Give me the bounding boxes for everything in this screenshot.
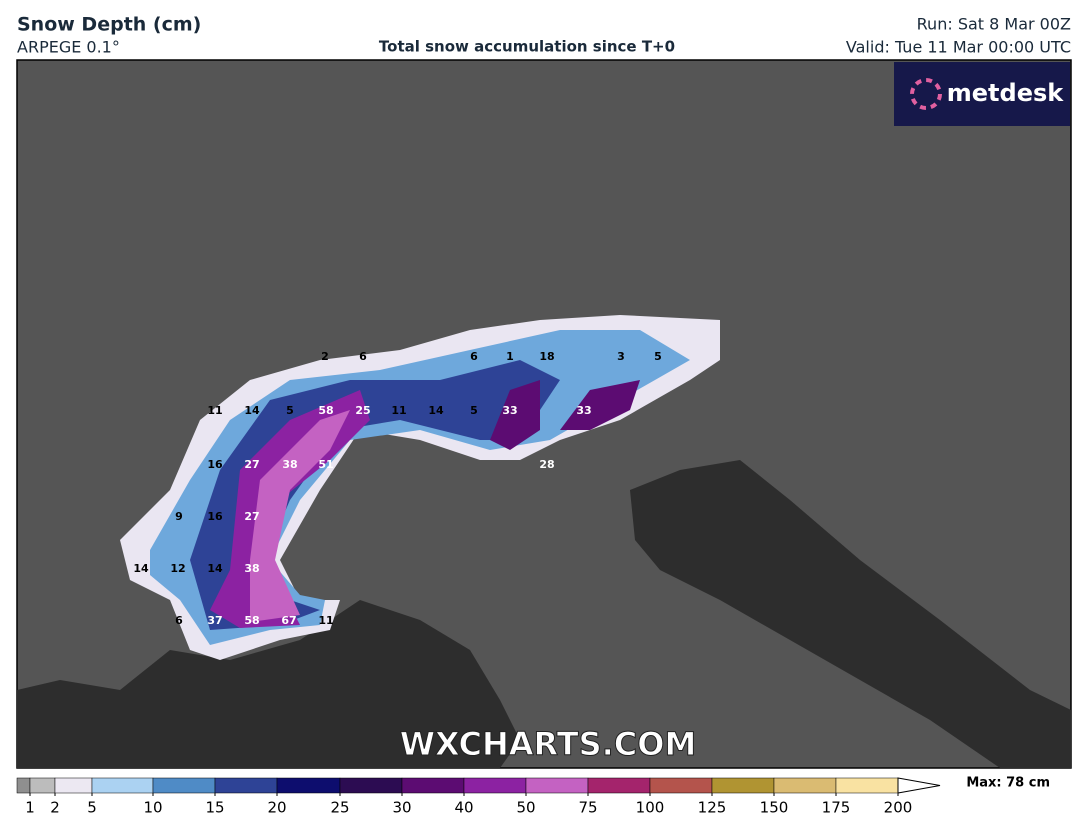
colorbar-label: 10: [143, 799, 162, 817]
colorbar-segment: [214, 777, 278, 794]
colorbar-label: 5: [87, 799, 97, 817]
colorbar-label: 15: [205, 799, 224, 817]
colorbar-label: 175: [822, 799, 851, 817]
map-label: 16: [207, 458, 223, 471]
subtitle: Total snow accumulation since T+0: [379, 38, 675, 56]
colorbar-segment: [649, 777, 713, 794]
map-label: 5: [286, 404, 294, 417]
colorbar-label: 75: [578, 799, 597, 817]
map-label: 1: [506, 350, 514, 363]
map-label: 67: [281, 614, 296, 627]
colorbar-label: 40: [454, 799, 473, 817]
sea: [17, 600, 520, 768]
map-label: 58: [244, 614, 259, 627]
map-label: 18: [539, 350, 554, 363]
colorbar-segment: [339, 777, 403, 794]
map-label: 28: [539, 458, 554, 471]
colorbar-segment: [835, 777, 899, 794]
logo-box: [894, 62, 1070, 126]
map-label: 25: [355, 404, 370, 417]
snow: [490, 380, 640, 450]
model: ARPEGE 0.1°: [17, 38, 120, 57]
title: Snow Depth (cm): [17, 14, 201, 36]
map-label: 14: [133, 562, 149, 575]
colorbar-label: 200: [884, 799, 913, 817]
map-label: 27: [244, 510, 259, 523]
map-label: 6: [175, 614, 183, 627]
map-label: 33: [576, 404, 591, 417]
colorbar-label: 2: [50, 799, 60, 817]
map-label: 11: [207, 404, 222, 417]
colorbar-segment: [525, 777, 589, 794]
colorbar-segment: [773, 777, 837, 794]
colorbar-under: [16, 777, 31, 794]
map-label: 58: [318, 404, 333, 417]
colorbar-segment: [401, 777, 465, 794]
colorbar-label: 125: [698, 799, 727, 817]
map-label: 11: [391, 404, 406, 417]
map-label: 14: [207, 562, 223, 575]
map-label: 2: [321, 350, 329, 363]
logo-icon: [910, 78, 942, 110]
map-label: 5: [654, 350, 662, 363]
map-label: 38: [282, 458, 297, 471]
colorbar-label: 25: [330, 799, 349, 817]
colorbar-label: 30: [392, 799, 411, 817]
colorbar-label: 50: [516, 799, 535, 817]
colorbar-label: 100: [636, 799, 665, 817]
colorbar-over: [897, 777, 941, 794]
colorbar-segment: [463, 777, 527, 794]
watermark: WXCHARTS.COM: [400, 725, 697, 763]
map-label: 12: [170, 562, 185, 575]
map-label: 6: [359, 350, 367, 363]
map-label: 14: [244, 404, 260, 417]
valid: Valid: Tue 11 Mar 00:00 UTC: [846, 38, 1071, 57]
sea: [630, 460, 1071, 768]
colorbar-segment: [54, 777, 93, 794]
map-label: 37: [207, 614, 222, 627]
map-label: 3: [617, 350, 625, 363]
colorbar-segment: [152, 777, 216, 794]
map-label: 51: [318, 458, 333, 471]
colorbar-segment: [711, 777, 775, 794]
map: metdesk WXCHARTS.COM: [16, 59, 1072, 769]
map-label: 11: [318, 614, 333, 627]
map-label: 9: [175, 510, 183, 523]
map-label: 14: [428, 404, 444, 417]
map-label: 33: [502, 404, 517, 417]
map-label: 16: [207, 510, 223, 523]
colorbar-label: 1: [25, 799, 35, 817]
colorbar-label: 150: [760, 799, 789, 817]
colorbar-label: 20: [267, 799, 286, 817]
snow: [250, 410, 350, 622]
colorbar-segment: [587, 777, 651, 794]
map-label: 5: [470, 404, 478, 417]
colorbar-segment: [276, 777, 341, 794]
map-label: 27: [244, 458, 259, 471]
map-label: 6: [470, 350, 478, 363]
colorbar-segment: [29, 777, 56, 794]
run: Run: Sat 8 Mar 00Z: [917, 15, 1071, 34]
logo: metdesk: [947, 79, 1065, 107]
max-label: Max: 78 cm: [966, 776, 1050, 791]
colorbar-segment: [91, 777, 154, 794]
map-label: 38: [244, 562, 259, 575]
